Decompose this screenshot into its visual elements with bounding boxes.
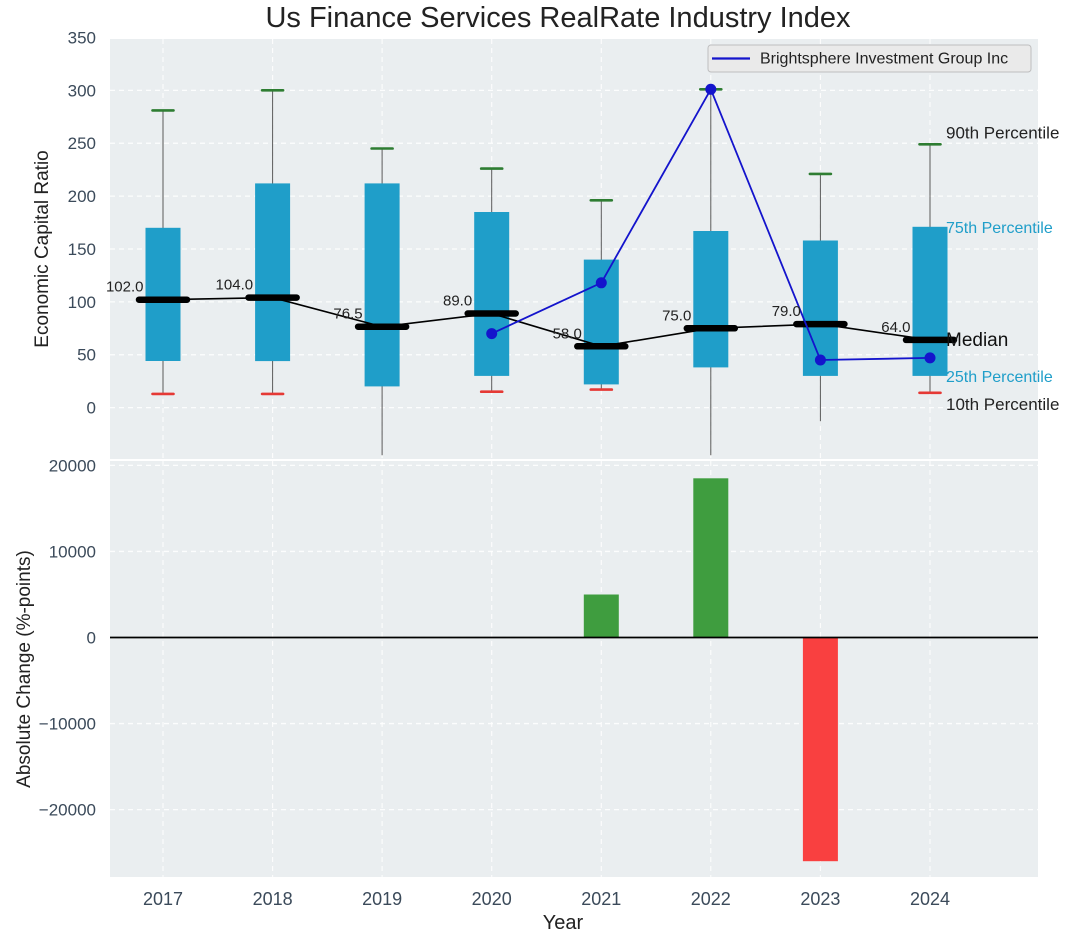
svg-text:Economic Capital Ratio: Economic Capital Ratio <box>32 150 53 347</box>
svg-text:2017: 2017 <box>143 889 183 909</box>
svg-text:50: 50 <box>77 346 96 365</box>
svg-text:58.0: 58.0 <box>553 325 582 342</box>
svg-text:350: 350 <box>68 29 96 48</box>
svg-text:2024: 2024 <box>910 889 950 909</box>
svg-text:102.0: 102.0 <box>106 279 144 296</box>
svg-text:200: 200 <box>68 187 96 206</box>
svg-text:300: 300 <box>68 81 96 100</box>
svg-text:75.0: 75.0 <box>662 307 691 324</box>
svg-text:2020: 2020 <box>472 889 512 909</box>
svg-text:75th Percentile: 75th Percentile <box>946 220 1053 237</box>
svg-text:10th Percentile: 10th Percentile <box>946 395 1059 414</box>
svg-text:90th Percentile: 90th Percentile <box>946 123 1059 142</box>
svg-text:0: 0 <box>87 629 96 648</box>
svg-text:−20000: −20000 <box>39 801 96 820</box>
svg-text:89.0: 89.0 <box>443 293 472 310</box>
svg-text:2022: 2022 <box>691 889 731 909</box>
svg-text:25th Percentile: 25th Percentile <box>946 369 1053 386</box>
svg-text:0: 0 <box>87 399 96 418</box>
svg-text:Median: Median <box>946 330 1008 351</box>
svg-text:Brightsphere Investment Group: Brightsphere Investment Group Inc <box>760 51 1008 68</box>
svg-text:104.0: 104.0 <box>216 277 254 294</box>
svg-text:10000: 10000 <box>49 543 96 562</box>
svg-text:2021: 2021 <box>581 889 621 909</box>
svg-text:Us Finance Services RealRate I: Us Finance Services RealRate Industry In… <box>265 2 851 34</box>
svg-text:100: 100 <box>68 293 96 312</box>
svg-text:79.0: 79.0 <box>772 303 801 320</box>
svg-text:Absolute Change (%-points): Absolute Change (%-points) <box>14 550 35 788</box>
svg-text:250: 250 <box>68 134 96 153</box>
svg-text:20000: 20000 <box>49 456 96 475</box>
svg-text:64.0: 64.0 <box>881 319 910 336</box>
svg-text:2018: 2018 <box>253 889 293 909</box>
svg-text:2023: 2023 <box>800 889 840 909</box>
svg-text:150: 150 <box>68 240 96 259</box>
svg-text:−10000: −10000 <box>39 715 96 734</box>
svg-text:76.5: 76.5 <box>333 306 362 323</box>
svg-text:Year: Year <box>543 912 584 934</box>
svg-text:2019: 2019 <box>362 889 402 909</box>
